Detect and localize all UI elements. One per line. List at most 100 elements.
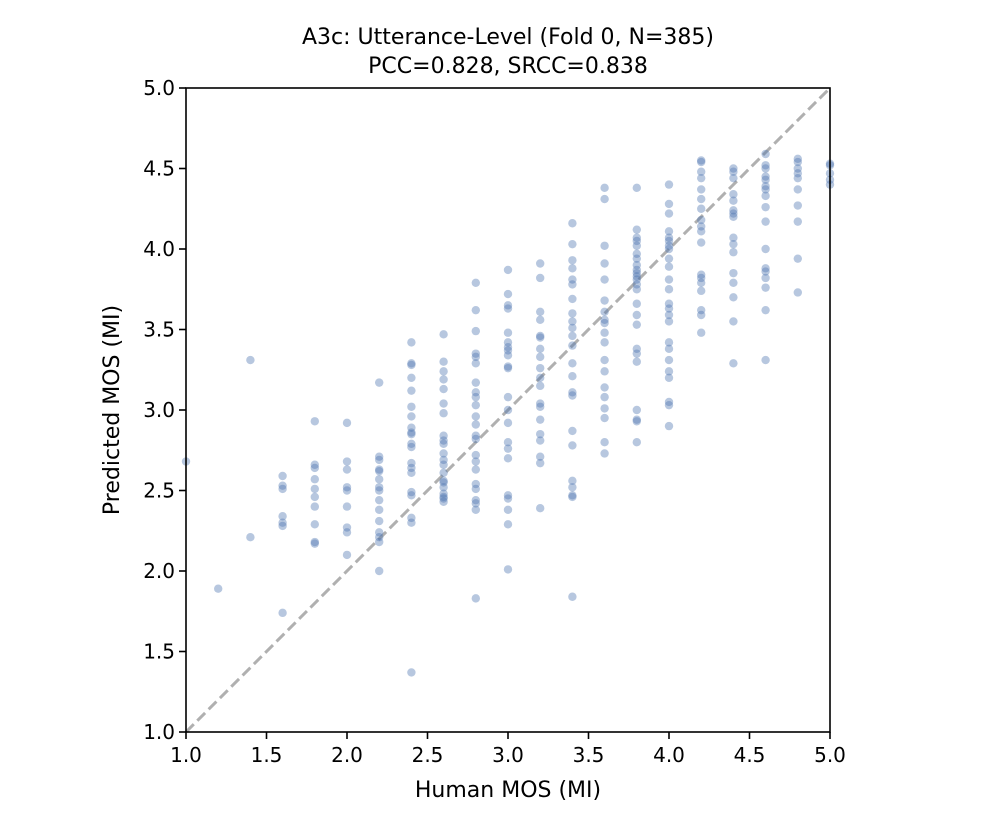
data-point xyxy=(536,504,545,513)
x-tick-label: 2.5 xyxy=(412,743,444,767)
data-point xyxy=(342,465,352,474)
data-point xyxy=(632,320,641,329)
data-point xyxy=(664,355,674,365)
axes-layer: 1.0 1.5 2.0 2.5 3.0 3.5 4.0 4.5 5.0 1.0 1.5 2.0 2.5 3… xyxy=(143,76,846,767)
data-point xyxy=(729,209,738,218)
data-point xyxy=(568,317,577,326)
data-point xyxy=(632,225,641,234)
data-point xyxy=(310,539,319,548)
data-point xyxy=(503,363,513,373)
data-point xyxy=(503,444,513,453)
data-point xyxy=(407,429,416,439)
data-point xyxy=(697,278,706,288)
data-point xyxy=(407,338,416,347)
data-point xyxy=(568,219,577,228)
data-point xyxy=(632,241,641,250)
data-point xyxy=(761,244,770,254)
data-point xyxy=(439,436,448,445)
data-point xyxy=(793,157,802,167)
data-point xyxy=(278,518,287,527)
data-point xyxy=(342,457,352,466)
data-point xyxy=(729,190,738,199)
data-point xyxy=(278,521,287,531)
data-point xyxy=(375,465,384,474)
data-point xyxy=(664,400,674,410)
data-point xyxy=(568,371,577,381)
data-point xyxy=(471,499,480,508)
data-point xyxy=(503,418,513,428)
data-point xyxy=(568,426,577,436)
data-point xyxy=(439,357,448,366)
identity-reference-line xyxy=(184,86,832,734)
data-point xyxy=(407,423,416,432)
x-axis-label: Human MOS (MI) xyxy=(415,778,601,803)
data-point xyxy=(664,236,674,246)
data-point xyxy=(664,244,674,254)
data-point xyxy=(664,285,674,294)
data-point xyxy=(761,149,770,159)
data-point xyxy=(664,262,674,271)
data-point xyxy=(471,594,480,603)
data-point xyxy=(568,294,577,304)
data-point xyxy=(310,537,319,547)
data-point xyxy=(600,194,609,204)
x-tick-label: 3.0 xyxy=(492,743,524,767)
data-point xyxy=(600,296,609,305)
data-point xyxy=(697,204,706,213)
data-point xyxy=(793,254,802,263)
y-tick-label: 2.0 xyxy=(143,559,175,583)
data-point xyxy=(375,378,384,387)
data-point xyxy=(697,270,706,279)
data-point xyxy=(310,460,319,469)
data-point xyxy=(568,492,577,502)
data-point xyxy=(407,518,416,527)
data-point xyxy=(632,417,641,426)
data-point xyxy=(407,412,416,421)
data-point xyxy=(536,458,545,468)
data-point xyxy=(697,328,706,337)
data-point xyxy=(600,438,609,447)
data-point xyxy=(632,275,641,284)
data-point xyxy=(407,402,416,411)
data-point xyxy=(407,463,416,473)
data-point xyxy=(568,309,577,318)
data-point xyxy=(407,386,416,395)
data-point xyxy=(568,256,577,265)
data-point xyxy=(697,273,706,283)
data-point xyxy=(536,402,545,411)
data-point xyxy=(600,241,609,250)
data-point xyxy=(310,463,319,473)
data-point xyxy=(697,305,706,315)
data-point xyxy=(503,454,513,463)
data-point xyxy=(664,397,674,407)
data-point xyxy=(375,532,384,542)
data-point xyxy=(793,154,802,164)
data-point xyxy=(439,384,448,394)
data-point xyxy=(568,331,577,341)
data-point xyxy=(342,418,352,428)
data-point xyxy=(310,520,319,529)
data-point xyxy=(632,183,641,193)
chart-subtitle: PCC=0.828, SRCC=0.838 xyxy=(368,54,648,79)
data-point xyxy=(407,360,416,370)
data-point xyxy=(761,355,770,365)
data-point xyxy=(697,227,706,236)
data-point xyxy=(632,310,641,320)
data-point xyxy=(471,392,480,402)
data-point xyxy=(342,483,352,492)
x-tick-label: 5.0 xyxy=(814,743,846,767)
data-point xyxy=(632,272,641,281)
data-point xyxy=(761,191,770,201)
data-point xyxy=(600,259,609,268)
data-point xyxy=(407,458,416,468)
y-axis-label: Predicted MOS (MI) xyxy=(100,305,125,515)
data-point xyxy=(439,478,448,487)
data-point xyxy=(664,310,674,320)
data-point xyxy=(503,301,513,310)
data-point xyxy=(407,439,416,449)
data-point xyxy=(632,236,641,246)
data-point xyxy=(439,439,448,449)
data-point xyxy=(375,475,384,484)
data-point xyxy=(793,217,802,226)
